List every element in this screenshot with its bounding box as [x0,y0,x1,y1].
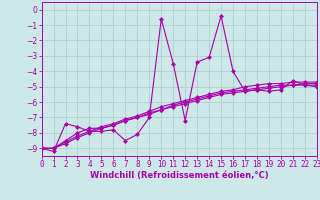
X-axis label: Windchill (Refroidissement éolien,°C): Windchill (Refroidissement éolien,°C) [90,171,268,180]
